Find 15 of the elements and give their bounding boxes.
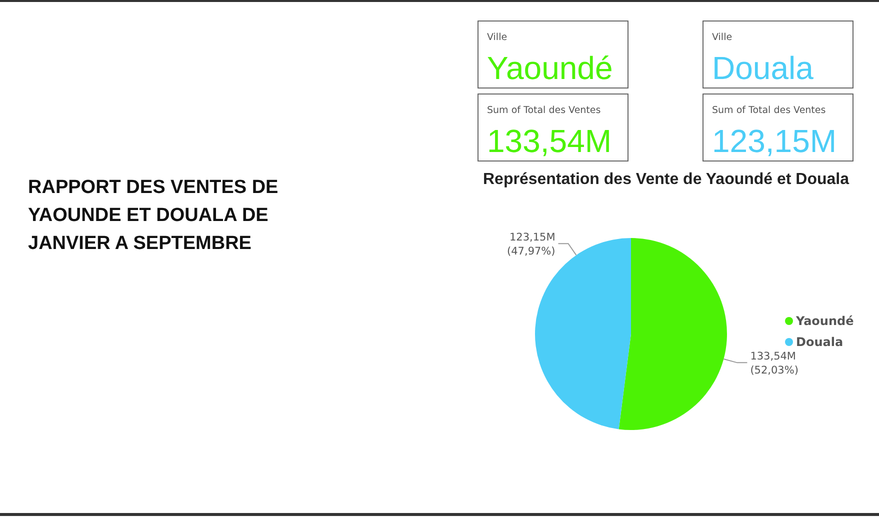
text: Ville <box>487 32 508 43</box>
text: Sum of Total des Ventes <box>712 105 826 116</box>
text: 133,54M <box>487 123 612 159</box>
chart-title: Représentation des Vente de Yaoundé et Douala <box>482 171 850 188</box>
data-label: 133,54M (52,03%) <box>750 350 798 377</box>
text: Ville <box>712 32 732 43</box>
text: 123,15M <box>712 123 837 159</box>
data-label: 123,15M (47,97%) <box>507 232 556 258</box>
legend-label: Douala <box>796 335 844 349</box>
category-label: Douala <box>712 50 814 86</box>
text: Sum of Total des Ventes <box>487 105 601 116</box>
pie-slice <box>618 238 727 430</box>
legend-label: Yaoundé <box>795 314 854 328</box>
category-label: Yaoundé <box>487 50 613 86</box>
text: RAPPORT DES VENTES DE YAOUNDE ET DOUALA DE JANVIER A SEPTEMBRE <box>28 177 278 254</box>
